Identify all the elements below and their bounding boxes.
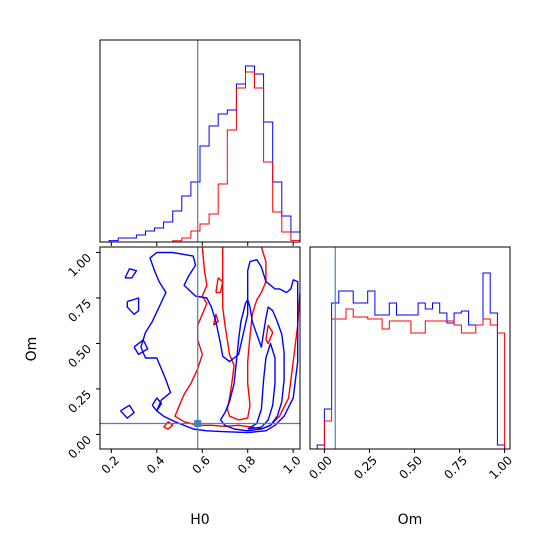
h0-histogram-blue [108,65,301,242]
om-histogram-frame [309,246,511,450]
contour-blue-4 [133,339,149,356]
contour-blue-1 [219,299,285,432]
h0-histogram-red [109,71,301,243]
om-ytick-label: 0.50 [65,342,94,371]
h0-histogram-panel [99,39,301,246]
h0-xtick-label: 0.6 [189,453,212,476]
om-ytick-label: 0.00 [65,433,94,462]
om-hist-xtick-label: 0.00 [306,453,335,482]
om-histogram-panel: 0.00 0.25 0.50 0.75 1.00 Om [306,246,515,528]
contour-blue-2 [247,342,276,430]
truth-point-marker [194,420,202,428]
om-histogram-blue [316,272,506,449]
contour-blue-3 [126,297,140,315]
om-axis-label-left: Om [24,337,40,362]
contour-frame [99,246,301,450]
om-hist-xtick-label: 0.50 [396,453,425,482]
h0-histogram-frame [99,39,301,243]
contour-blue-7 [151,397,163,412]
om-hist-xtick-label: 0.75 [441,453,470,482]
contour-red-0 [221,247,267,421]
om-ytick-label: 0.25 [65,387,94,416]
contour-red-1 [174,247,300,430]
om-histogram-red [317,308,506,450]
h0-xtick-label: 1.0 [280,453,303,476]
h0-xtick-label: 0.4 [144,453,167,476]
contour-red-3 [265,324,274,345]
contour-red-2 [215,277,224,294]
om-ytick-label: 0.75 [65,296,94,325]
h0-xtick-label: 0.8 [235,453,258,476]
h0-om-contour-panel: 0.2 0.4 0.6 0.8 1.0 0.00 0.25 0.50 0.75 1.00 H0 O… [24,246,304,528]
om-hist-xtick-label: 0.25 [351,453,380,482]
om-ytick-label: 1.00 [65,251,94,280]
h0-xtick-label: 0.2 [99,453,122,476]
contour-blue-0 [140,251,299,434]
om-axis-label-bottom: Om [398,512,423,528]
om-hist-xtick-label: 1.00 [486,453,515,482]
h0-axis-label: H0 [190,512,209,528]
contour-blue-5 [124,268,138,279]
contour-red-5 [163,421,174,430]
contour-blue-6 [119,404,135,419]
